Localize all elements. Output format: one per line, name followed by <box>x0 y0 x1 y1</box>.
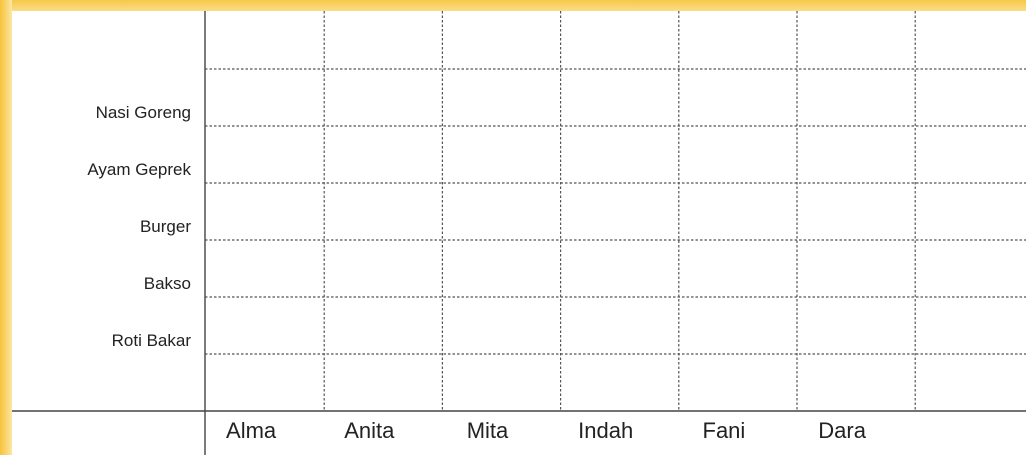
x-tick-label: Anita <box>344 418 395 443</box>
frame-top-border <box>0 0 1026 11</box>
chart-paper <box>12 11 1026 455</box>
x-tick-label: Dara <box>818 418 866 443</box>
y-tick-label: Bakso <box>144 274 191 293</box>
y-tick-label: Burger <box>140 217 191 236</box>
y-tick-labels: Nasi Goreng Ayam Geprek Burger Bakso Roti Ba… <box>87 103 191 350</box>
x-tick-label: Alma <box>226 418 277 443</box>
x-tick-labels: Alma Anita Mita Indah Fani Dara <box>226 418 867 443</box>
y-tick-label: Nasi Goreng <box>96 103 191 122</box>
frame-left-border <box>0 0 12 455</box>
x-tick-label: Indah <box>578 418 633 443</box>
y-tick-label: Ayam Geprek <box>87 160 191 179</box>
vertical-gridlines <box>323 11 916 411</box>
horizontal-gridlines <box>205 68 1026 355</box>
x-tick-label: Mita <box>467 418 509 443</box>
y-tick-label: Roti Bakar <box>112 331 192 350</box>
x-tick-label: Fani <box>703 418 746 443</box>
